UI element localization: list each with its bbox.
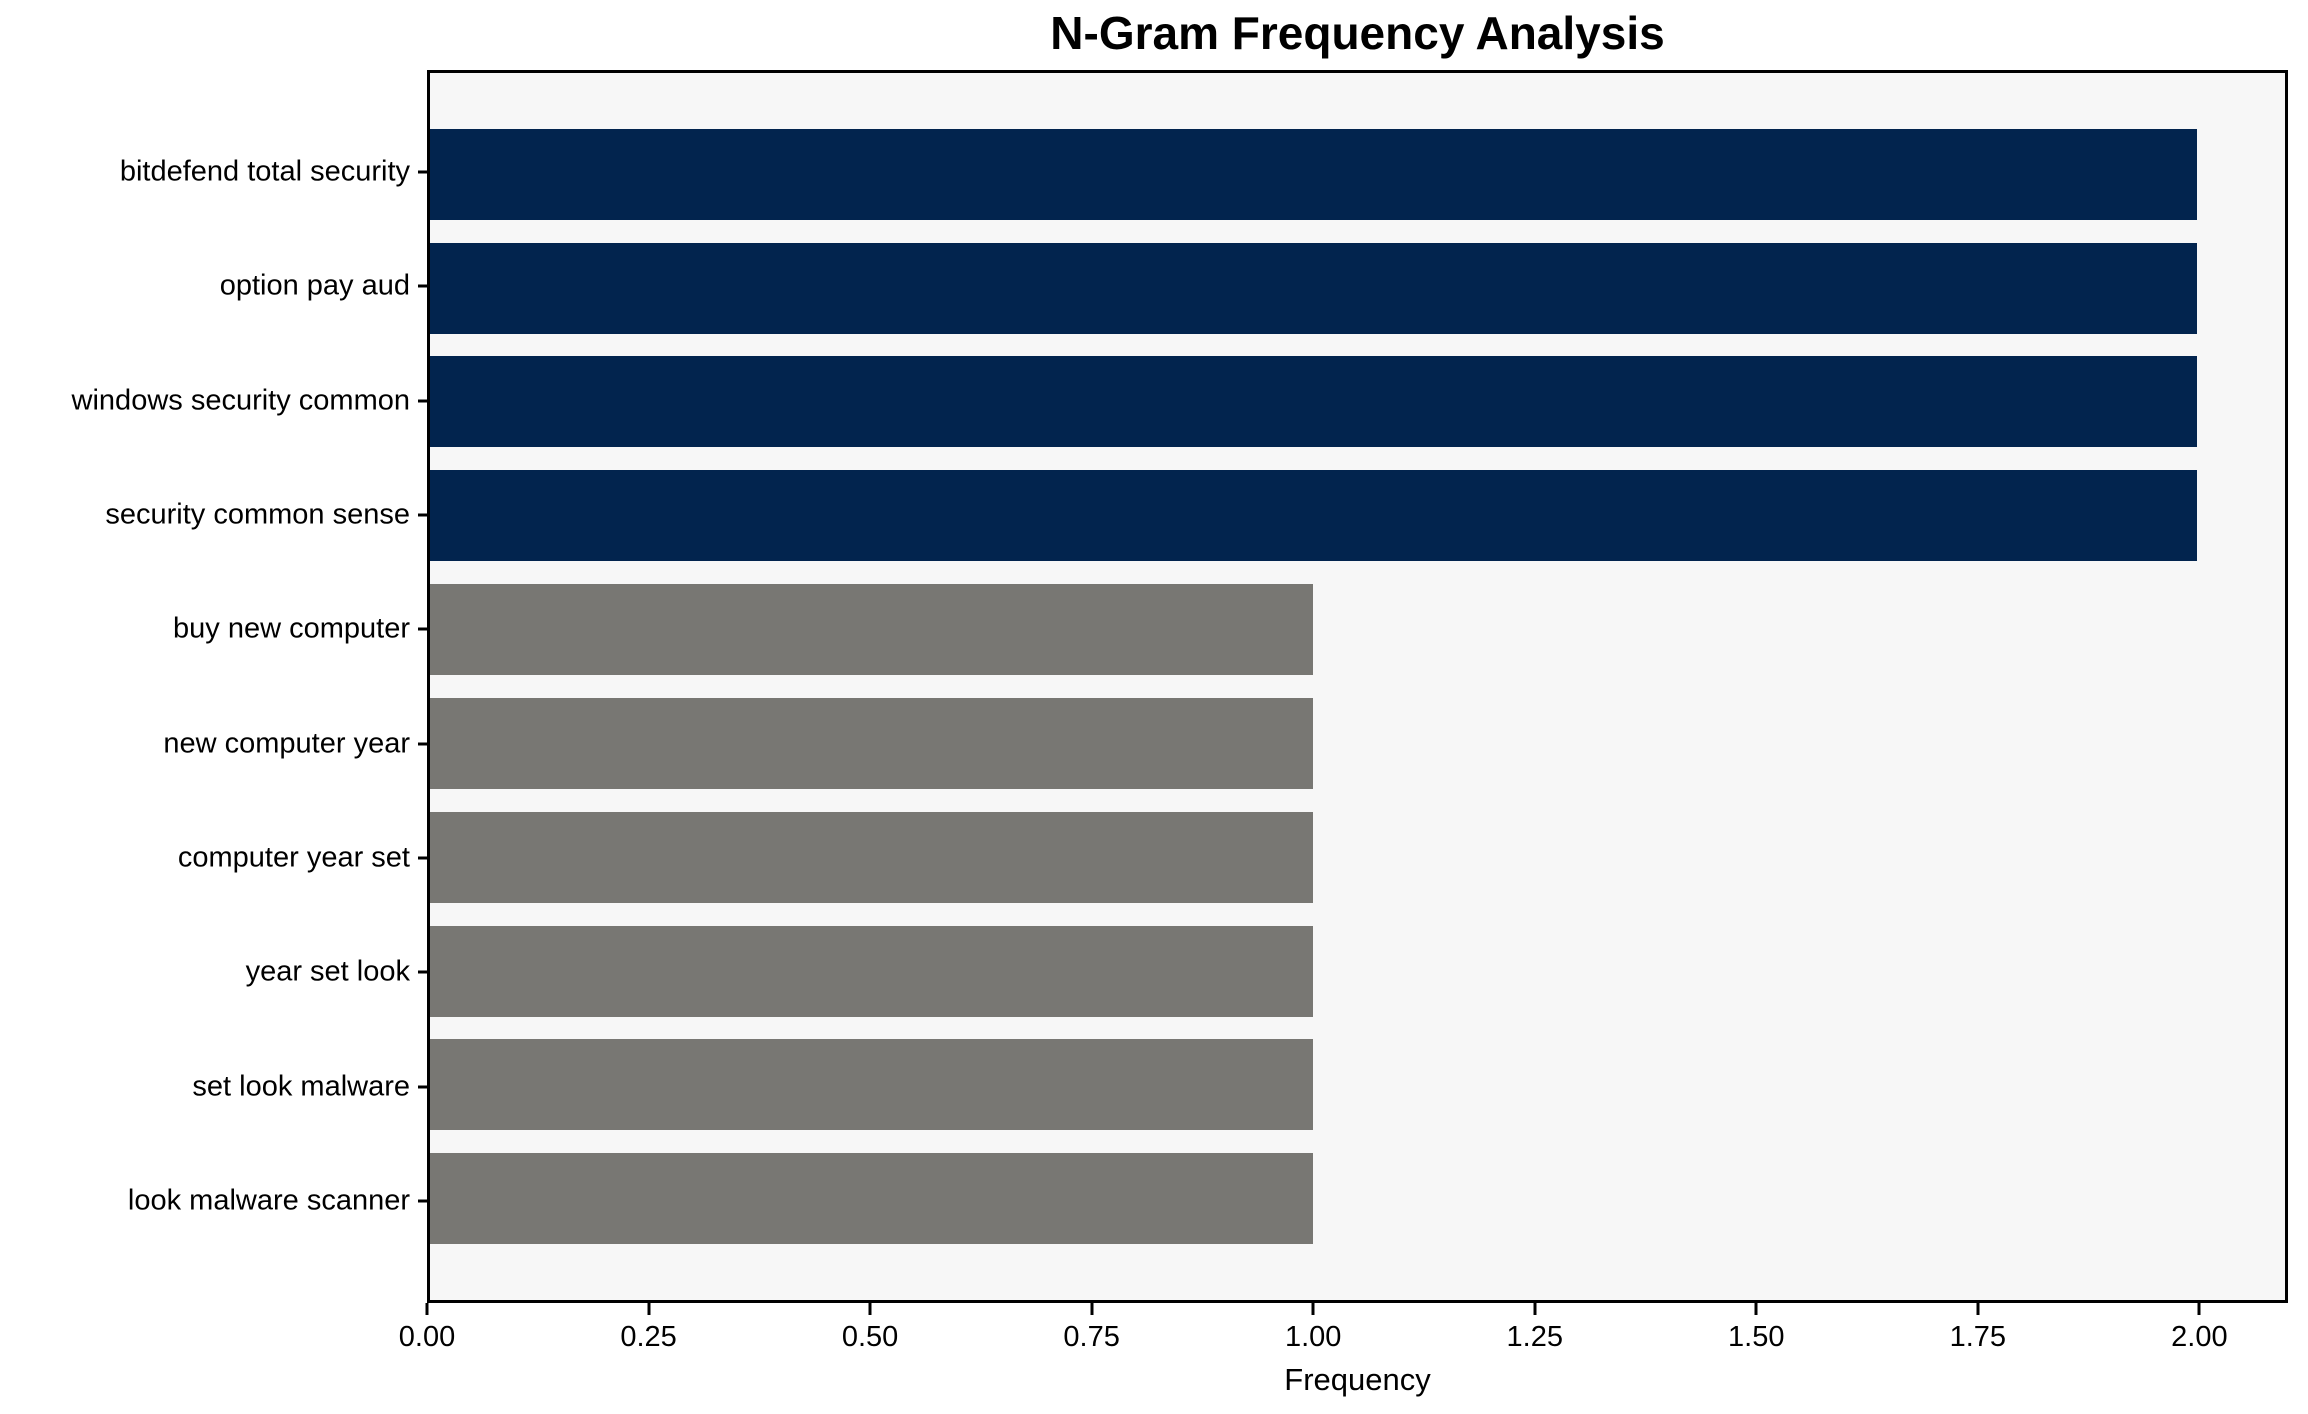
y-tick-mark bbox=[418, 399, 427, 403]
y-tick-label: security common sense bbox=[105, 498, 410, 531]
y-tick-label: computer year set bbox=[177, 841, 410, 874]
x-tick-label: 1.75 bbox=[1949, 1321, 2007, 1353]
x-tick-mark bbox=[425, 1303, 429, 1315]
y-tick-mark bbox=[418, 170, 427, 174]
x-tick-mark bbox=[1311, 1303, 1315, 1315]
y-tick-mark bbox=[418, 742, 427, 746]
x-tick-label: 0.75 bbox=[1063, 1321, 1120, 1353]
bar-new-computer-year bbox=[430, 697, 1314, 789]
x-tick-label: 0.00 bbox=[398, 1321, 456, 1353]
x-axis-label: Frequency bbox=[1284, 1362, 1431, 1397]
y-tick-mark bbox=[418, 284, 427, 288]
y-tick-label: look malware scanner bbox=[127, 1184, 410, 1217]
y-tick-label: bitdefend total security bbox=[119, 155, 410, 188]
x-tick-mark bbox=[1533, 1303, 1537, 1315]
bar-bitdefend-total-security bbox=[430, 128, 2197, 220]
y-axis-ticks bbox=[0, 70, 427, 1303]
x-tick-mark bbox=[868, 1303, 872, 1315]
chart-title: N-Gram Frequency Analysis bbox=[1050, 7, 1665, 59]
y-tick-label: option pay aud bbox=[219, 269, 410, 302]
x-tick-mark bbox=[647, 1303, 651, 1315]
y-tick-mark bbox=[418, 1199, 427, 1203]
x-tick-label: 1.00 bbox=[1284, 1321, 1342, 1353]
x-tick-mark bbox=[2197, 1303, 2201, 1315]
x-tick-mark bbox=[1090, 1303, 1094, 1315]
y-tick-mark bbox=[418, 1085, 427, 1089]
x-tick-label: 1.50 bbox=[1728, 1321, 1785, 1353]
x-tick-label: 0.25 bbox=[620, 1321, 677, 1353]
y-tick-label: windows security common bbox=[71, 384, 410, 417]
x-tick-mark bbox=[1754, 1303, 1758, 1315]
bar-option-pay-aud bbox=[430, 242, 2197, 334]
y-axis-labels: bitdefend total security option pay aud wi… bbox=[0, 70, 410, 1303]
x-axis-ticks: 0.00 0.25 0.50 0.75 1.00 1.25 1.50 1.75 2.00 bbox=[399, 1303, 2288, 1363]
y-tick-mark bbox=[418, 856, 427, 860]
x-tick-label: 1.25 bbox=[1506, 1321, 1563, 1353]
y-tick-mark bbox=[418, 513, 427, 517]
bar-year-set-look bbox=[430, 925, 1314, 1017]
y-tick-label: new computer year bbox=[163, 727, 410, 760]
y-tick-label: year set look bbox=[245, 955, 410, 988]
bar-set-look-malware bbox=[430, 1039, 1314, 1131]
bar-security-common-sense bbox=[430, 470, 2197, 562]
bar-buy-new-computer bbox=[430, 584, 1314, 676]
bar-windows-security-common bbox=[430, 356, 2197, 448]
x-tick-mark bbox=[1976, 1303, 1980, 1315]
x-tick-label: 0.50 bbox=[841, 1321, 899, 1353]
plot-area bbox=[427, 70, 2288, 1303]
y-tick-mark bbox=[418, 627, 427, 631]
bar-computer-year-set bbox=[430, 811, 1314, 903]
bar-look-malware-scanner bbox=[430, 1153, 1314, 1245]
y-tick-mark bbox=[418, 970, 427, 974]
x-tick-label: 2.00 bbox=[2171, 1321, 2228, 1353]
y-tick-label: set look malware bbox=[192, 1070, 410, 1103]
y-tick-label: buy new computer bbox=[173, 612, 410, 645]
